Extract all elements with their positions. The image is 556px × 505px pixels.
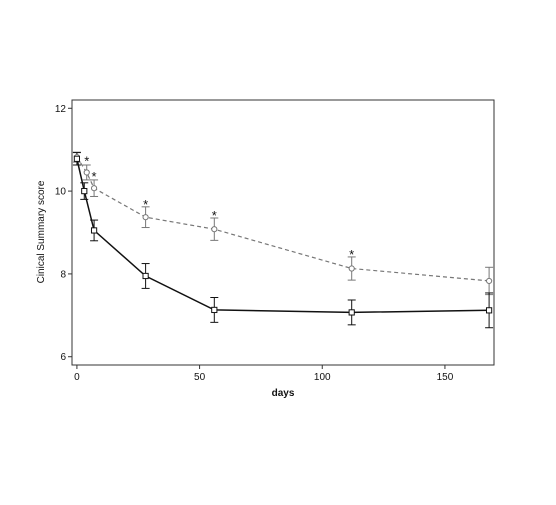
circle-marker (142, 214, 149, 221)
significance-asterisk: * (143, 197, 148, 212)
square-marker (485, 307, 493, 314)
y-tick-label: 8 (60, 269, 66, 280)
x-tick-label: 0 (74, 372, 80, 383)
x-tick-label: 150 (437, 372, 454, 383)
square-marker (348, 309, 355, 316)
significance-markers: ***** (84, 153, 354, 262)
x-tick-label: 100 (314, 372, 331, 383)
square-marker (142, 272, 149, 280)
y-tick-label: 12 (55, 104, 67, 115)
circle-marker (485, 277, 493, 285)
square-marker (90, 227, 98, 234)
circle-marker (90, 185, 98, 192)
circle-marker (348, 265, 355, 272)
significance-asterisk: * (349, 247, 354, 262)
square-marker (73, 155, 81, 162)
x-axis-title: days (272, 388, 295, 399)
x-tick-label: 50 (194, 372, 206, 383)
significance-asterisk: * (84, 153, 89, 168)
y-tick-label: 6 (60, 352, 66, 363)
series-markers (73, 154, 493, 316)
square-marker (81, 187, 88, 195)
significance-asterisk: * (92, 169, 97, 184)
series-2-line (76, 158, 490, 314)
series-lines (76, 156, 490, 314)
y-tick-label: 10 (55, 187, 67, 198)
circle-marker (211, 226, 218, 233)
y-axis-title: Cinical Summary score (36, 180, 47, 283)
error-bars (72, 151, 494, 329)
plot-frame (71, 99, 495, 366)
axis-ticks: 0 50 100 150 6 8 10 12 (55, 104, 454, 383)
significance-asterisk: * (212, 208, 217, 223)
series-1-line (76, 156, 490, 282)
circle-marker (83, 169, 90, 176)
square-marker (211, 306, 218, 314)
